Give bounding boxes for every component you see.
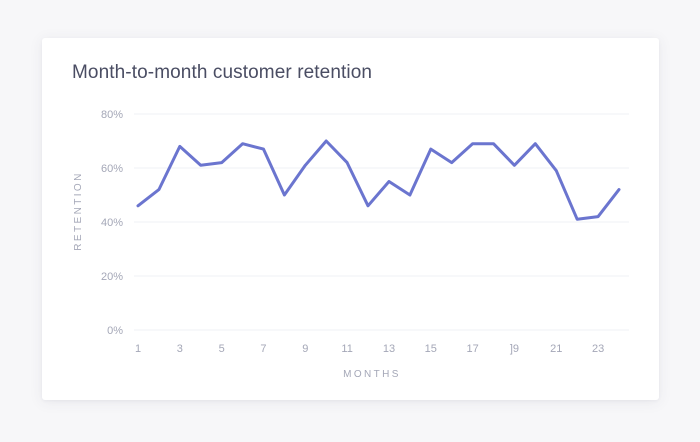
x-tick-label: 21 [550, 343, 562, 355]
y-tick-label: 80% [101, 109, 123, 121]
data-point [136, 204, 140, 207]
data-point [157, 188, 161, 191]
x-tick-label: 3 [177, 343, 183, 355]
data-point [366, 204, 370, 207]
x-axis-ticks: 1 3 5 7 9 11 13 15 17]9 21 23 [135, 343, 604, 355]
x-tick-label: ]9 [510, 343, 519, 355]
y-tick-label: 40% [101, 217, 123, 229]
line-chart: 0%20%40%60%80% 1 3 5 7 9 11 13 15 17]9 21 23 MONTH… [73, 109, 629, 380]
x-tick-label: 11 [341, 343, 352, 355]
data-point [555, 169, 558, 172]
y-tick-label: 0% [107, 325, 123, 337]
series-layer [136, 139, 621, 221]
x-axis-title: MONTHS [343, 369, 401, 380]
data-point [408, 193, 412, 197]
data-point [534, 142, 537, 145]
x-tick-label: 9 [302, 343, 308, 355]
data-point [450, 161, 453, 164]
y-axis-ticks: 0% 20% 40% 60% 80% [101, 109, 123, 337]
data-point [513, 164, 516, 167]
x-tick-label: 23 [592, 343, 604, 355]
x-tick-label: 1 [135, 343, 141, 355]
data-point [575, 218, 579, 221]
data-point [596, 215, 600, 218]
data-point [262, 147, 265, 151]
data-point [345, 161, 349, 164]
x-tick-label: 5 [219, 343, 225, 355]
data-point [283, 193, 286, 197]
data-point [387, 180, 391, 183]
y-tick-label: 20% [101, 271, 123, 283]
data-point [220, 161, 223, 164]
data-point [325, 139, 328, 143]
data-point [492, 142, 495, 145]
x-tick-label: 13 [383, 343, 395, 355]
data-point [304, 164, 307, 167]
series-line [136, 139, 621, 221]
gridlines [134, 113, 629, 331]
x-tick-label: 7 [260, 343, 266, 355]
data-point [617, 188, 621, 191]
y-tick-label: 60% [101, 163, 123, 175]
data-point [199, 164, 202, 167]
data-point [178, 145, 182, 148]
chart-title: Month-to-month customer retention [72, 62, 373, 83]
data-point [429, 147, 432, 151]
y-axis-title: RETENTION [73, 171, 84, 250]
x-tick-label: 15 [425, 343, 437, 355]
chart-card: Month-to-month customer retention 0% 20% 4… [42, 38, 659, 400]
x-tick-label: 17 [466, 343, 478, 355]
data-point [241, 142, 244, 145]
data-point [471, 142, 474, 145]
